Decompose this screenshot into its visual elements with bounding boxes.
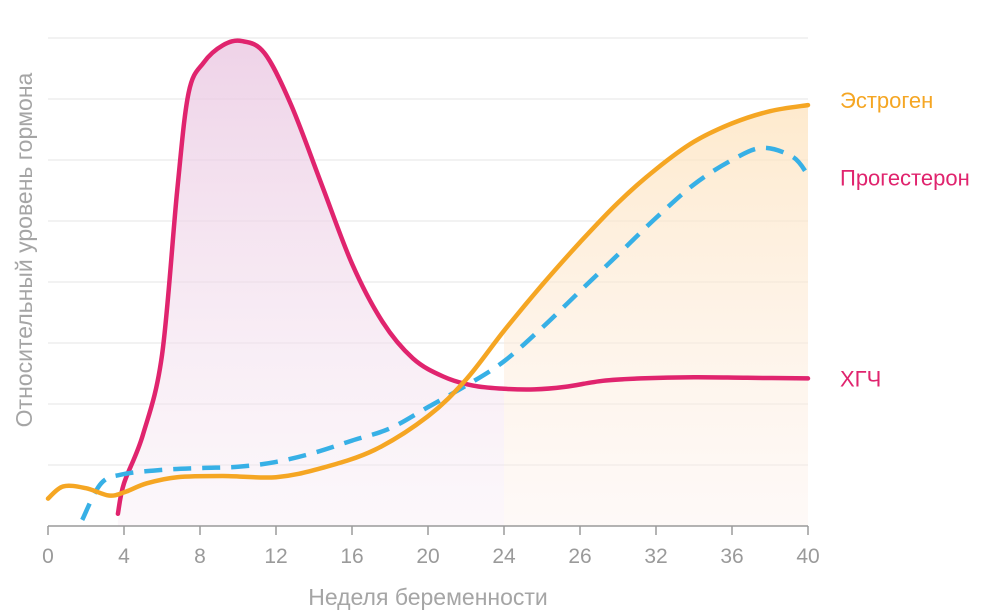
- y-axis-title: Относительный уровень гормона: [11, 72, 37, 427]
- x-tick-label: 36: [720, 545, 743, 568]
- legend-label: Эстроген: [840, 88, 933, 113]
- x-tick-label: 20: [416, 545, 439, 568]
- hcg-area-fill: [117, 40, 505, 527]
- x-tick-label: 26: [568, 545, 591, 568]
- legend-label: ХГЧ: [840, 366, 881, 391]
- series-lines: [45, 38, 811, 521]
- legend: Эстроген Прогестерон ХГЧ: [840, 88, 970, 391]
- x-axis-title: Неделя беременности: [308, 584, 548, 610]
- series-line-Прогестерон: [80, 145, 810, 521]
- area-fills: [117, 40, 808, 527]
- legend-label: Прогестерон: [840, 165, 970, 190]
- x-tick-label: 12: [264, 545, 287, 568]
- x-tick-label: 8: [194, 545, 206, 568]
- estrogen-area-fill: [504, 105, 808, 526]
- x-tick-label: 24: [492, 545, 516, 568]
- x-tick-label: 40: [796, 545, 819, 568]
- x-axis: 0 4 8 12 16 20 24 26 32 36 40: [42, 525, 820, 568]
- x-tick-label: 4: [118, 545, 130, 568]
- x-tick-label: 16: [340, 545, 363, 568]
- x-tick-label: 0: [42, 545, 54, 568]
- series-line-Эстроген: [45, 102, 811, 501]
- x-tick-label: 32: [644, 545, 667, 568]
- series-line-ХГЧ: [115, 38, 811, 517]
